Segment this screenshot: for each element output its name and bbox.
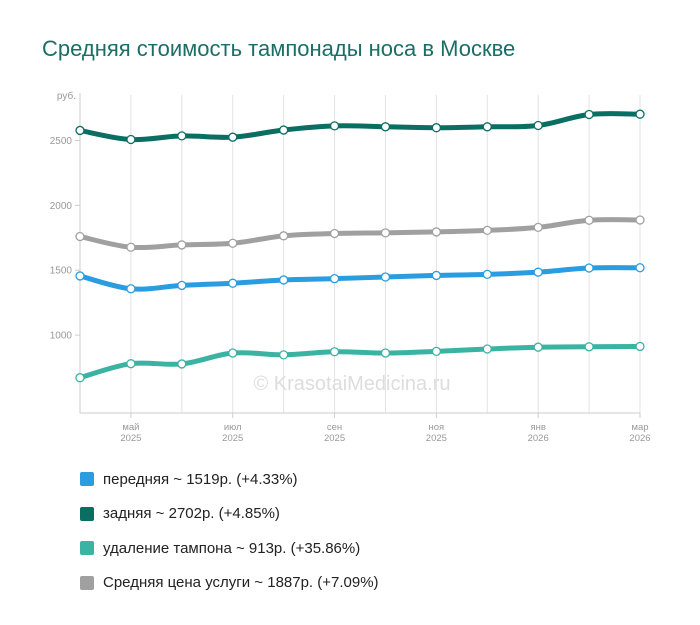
legend-swatch [80,541,94,556]
data-point [431,123,442,133]
data-point [533,267,543,277]
line-chart: © KrasotaiMedicina.ru руб.10001500200025… [50,90,651,444]
data-point [635,109,645,119]
data-point [431,227,442,237]
data-point [584,263,594,273]
data-point [75,231,85,242]
x-tick-label: мар [631,422,648,433]
data-point [431,270,442,281]
x-tick-year: 2025 [120,433,141,444]
data-point [75,271,85,281]
series-line [77,217,643,251]
data-point [126,242,136,252]
data-point [278,125,289,135]
data-point [380,272,391,282]
data-point [635,341,645,352]
data-point [278,350,289,360]
data-point [533,120,543,131]
series-layer [75,109,645,383]
y-tick-label: 2500 [50,136,73,147]
chart-title: Средняя стоимость тампонады носа в Москв… [42,36,516,61]
series-Средняя-цена-услуги [75,215,645,252]
series-передняя [75,263,645,294]
data-point [329,121,340,131]
data-point [584,109,594,120]
series-удаление-тампона [75,341,645,383]
series-задняя [75,109,645,145]
x-tick-label: май [122,422,139,433]
data-point [126,359,136,369]
x-tick-year: 2026 [629,433,650,444]
data-point [584,342,594,352]
data-point [380,348,391,358]
x-tick-label: ноя [429,422,445,433]
legend: передняя ~ 1519р. (+4.33%) задняя ~ 2702р… [80,462,379,600]
data-point [584,215,594,225]
legend-label: Средняя цена услуги ~ 1887р. (+7.09%) [103,574,379,592]
data-point [278,275,289,285]
legend-label: передняя ~ 1519р. (+4.33%) [103,470,298,488]
axis-layer: руб.1000150020002500май2025июл2025сен202… [50,90,651,444]
legend-swatch [80,472,94,487]
legend-item: Средняя цена услуги ~ 1887р. (+7.09%) [80,566,379,601]
data-point [177,280,187,291]
data-point [635,215,645,225]
data-point [177,131,187,141]
y-unit-label: руб. [57,90,76,102]
legend-item: удаление тампона ~ 913р. (+35.86%) [80,531,379,566]
data-point [482,225,492,236]
x-tick-label: сен [327,422,342,433]
data-point [380,122,391,132]
data-point [635,263,645,273]
x-tick-year: 2025 [222,433,243,444]
x-tick-label: июл [224,422,242,433]
grid-layer [79,95,641,413]
data-point [126,134,136,145]
data-point [126,284,136,294]
legend-swatch [80,506,94,521]
data-point [75,125,85,136]
legend-swatch [80,575,94,590]
y-tick-label: 1000 [50,331,73,342]
data-point [482,122,492,132]
data-point [228,132,238,142]
data-point [533,342,543,352]
legend-item: задняя ~ 2702р. (+4.85%) [80,497,379,532]
x-tick-year: 2026 [528,433,549,444]
data-point [329,347,340,357]
data-point [278,231,289,241]
data-point [228,348,238,358]
data-point [482,269,492,280]
data-point [329,228,340,239]
watermark: © KrasotaiMedicina.ru [253,373,450,395]
series-line [77,111,643,143]
x-tick-label: янв [530,422,545,433]
data-point [228,278,238,288]
data-point [177,359,187,369]
data-point [533,222,543,233]
data-point [177,240,187,250]
legend-item: передняя ~ 1519р. (+4.33%) [80,462,379,497]
x-tick-year: 2025 [426,433,447,444]
legend-label: задняя ~ 2702р. (+4.85%) [103,505,280,523]
data-point [75,373,85,383]
data-point [380,228,391,238]
y-tick-label: 1500 [50,266,73,277]
data-point [228,238,238,248]
data-point [431,346,442,356]
legend-label: удаление тампона ~ 913р. (+35.86%) [103,539,361,557]
data-point [329,274,340,284]
data-point [482,344,492,354]
y-tick-label: 2000 [50,201,73,212]
series-line [77,265,643,292]
x-tick-year: 2025 [324,433,345,444]
